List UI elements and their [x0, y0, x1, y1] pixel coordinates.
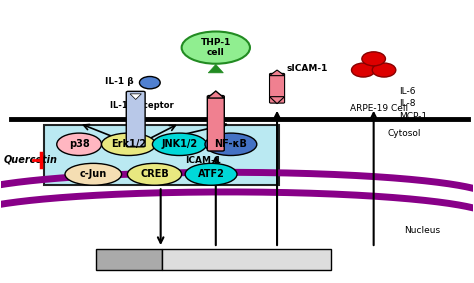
Bar [96, 249, 162, 270]
Text: ARPE-19 Cell: ARPE-19 Cell [350, 104, 408, 113]
Bar [162, 249, 331, 270]
Text: THP-1
cell: THP-1 cell [201, 38, 231, 57]
Text: Erk1/2: Erk1/2 [111, 139, 146, 149]
Ellipse shape [101, 133, 156, 156]
Polygon shape [208, 65, 223, 73]
Circle shape [139, 76, 160, 89]
FancyBboxPatch shape [270, 73, 284, 103]
Polygon shape [130, 94, 141, 99]
Circle shape [372, 63, 396, 77]
FancyBboxPatch shape [44, 125, 279, 185]
Text: Cytosol: Cytosol [388, 129, 421, 138]
Text: sICAM-1: sICAM-1 [286, 64, 328, 73]
Text: ATF2: ATF2 [198, 169, 225, 179]
Text: ICAM-1: ICAM-1 [185, 156, 221, 164]
Ellipse shape [153, 133, 207, 156]
Text: c-Jun: c-Jun [80, 169, 107, 179]
Text: p38: p38 [69, 139, 90, 149]
FancyBboxPatch shape [207, 96, 224, 151]
Ellipse shape [182, 31, 250, 64]
Text: Quercetin: Quercetin [4, 155, 58, 165]
Ellipse shape [205, 133, 257, 156]
Polygon shape [270, 70, 284, 76]
Polygon shape [270, 97, 284, 104]
Ellipse shape [57, 133, 101, 156]
Ellipse shape [128, 163, 182, 185]
Ellipse shape [185, 163, 237, 185]
Text: IL-6
IL-8
MCP-1: IL-6 IL-8 MCP-1 [400, 87, 428, 121]
Ellipse shape [65, 163, 121, 185]
Text: JNK1/2: JNK1/2 [162, 139, 198, 149]
Polygon shape [207, 91, 224, 98]
Text: IL-1 Receptor: IL-1 Receptor [110, 100, 173, 110]
Text: gene: gene [235, 255, 258, 264]
Text: CREB: CREB [140, 169, 169, 179]
Text: NF-κB: NF-κB [214, 139, 247, 149]
Circle shape [352, 63, 375, 77]
Text: IL-1 β: IL-1 β [105, 77, 133, 86]
Text: Nucleus: Nucleus [404, 226, 440, 235]
Circle shape [362, 52, 385, 66]
FancyBboxPatch shape [126, 91, 145, 147]
Text: promoter: promoter [108, 255, 150, 264]
